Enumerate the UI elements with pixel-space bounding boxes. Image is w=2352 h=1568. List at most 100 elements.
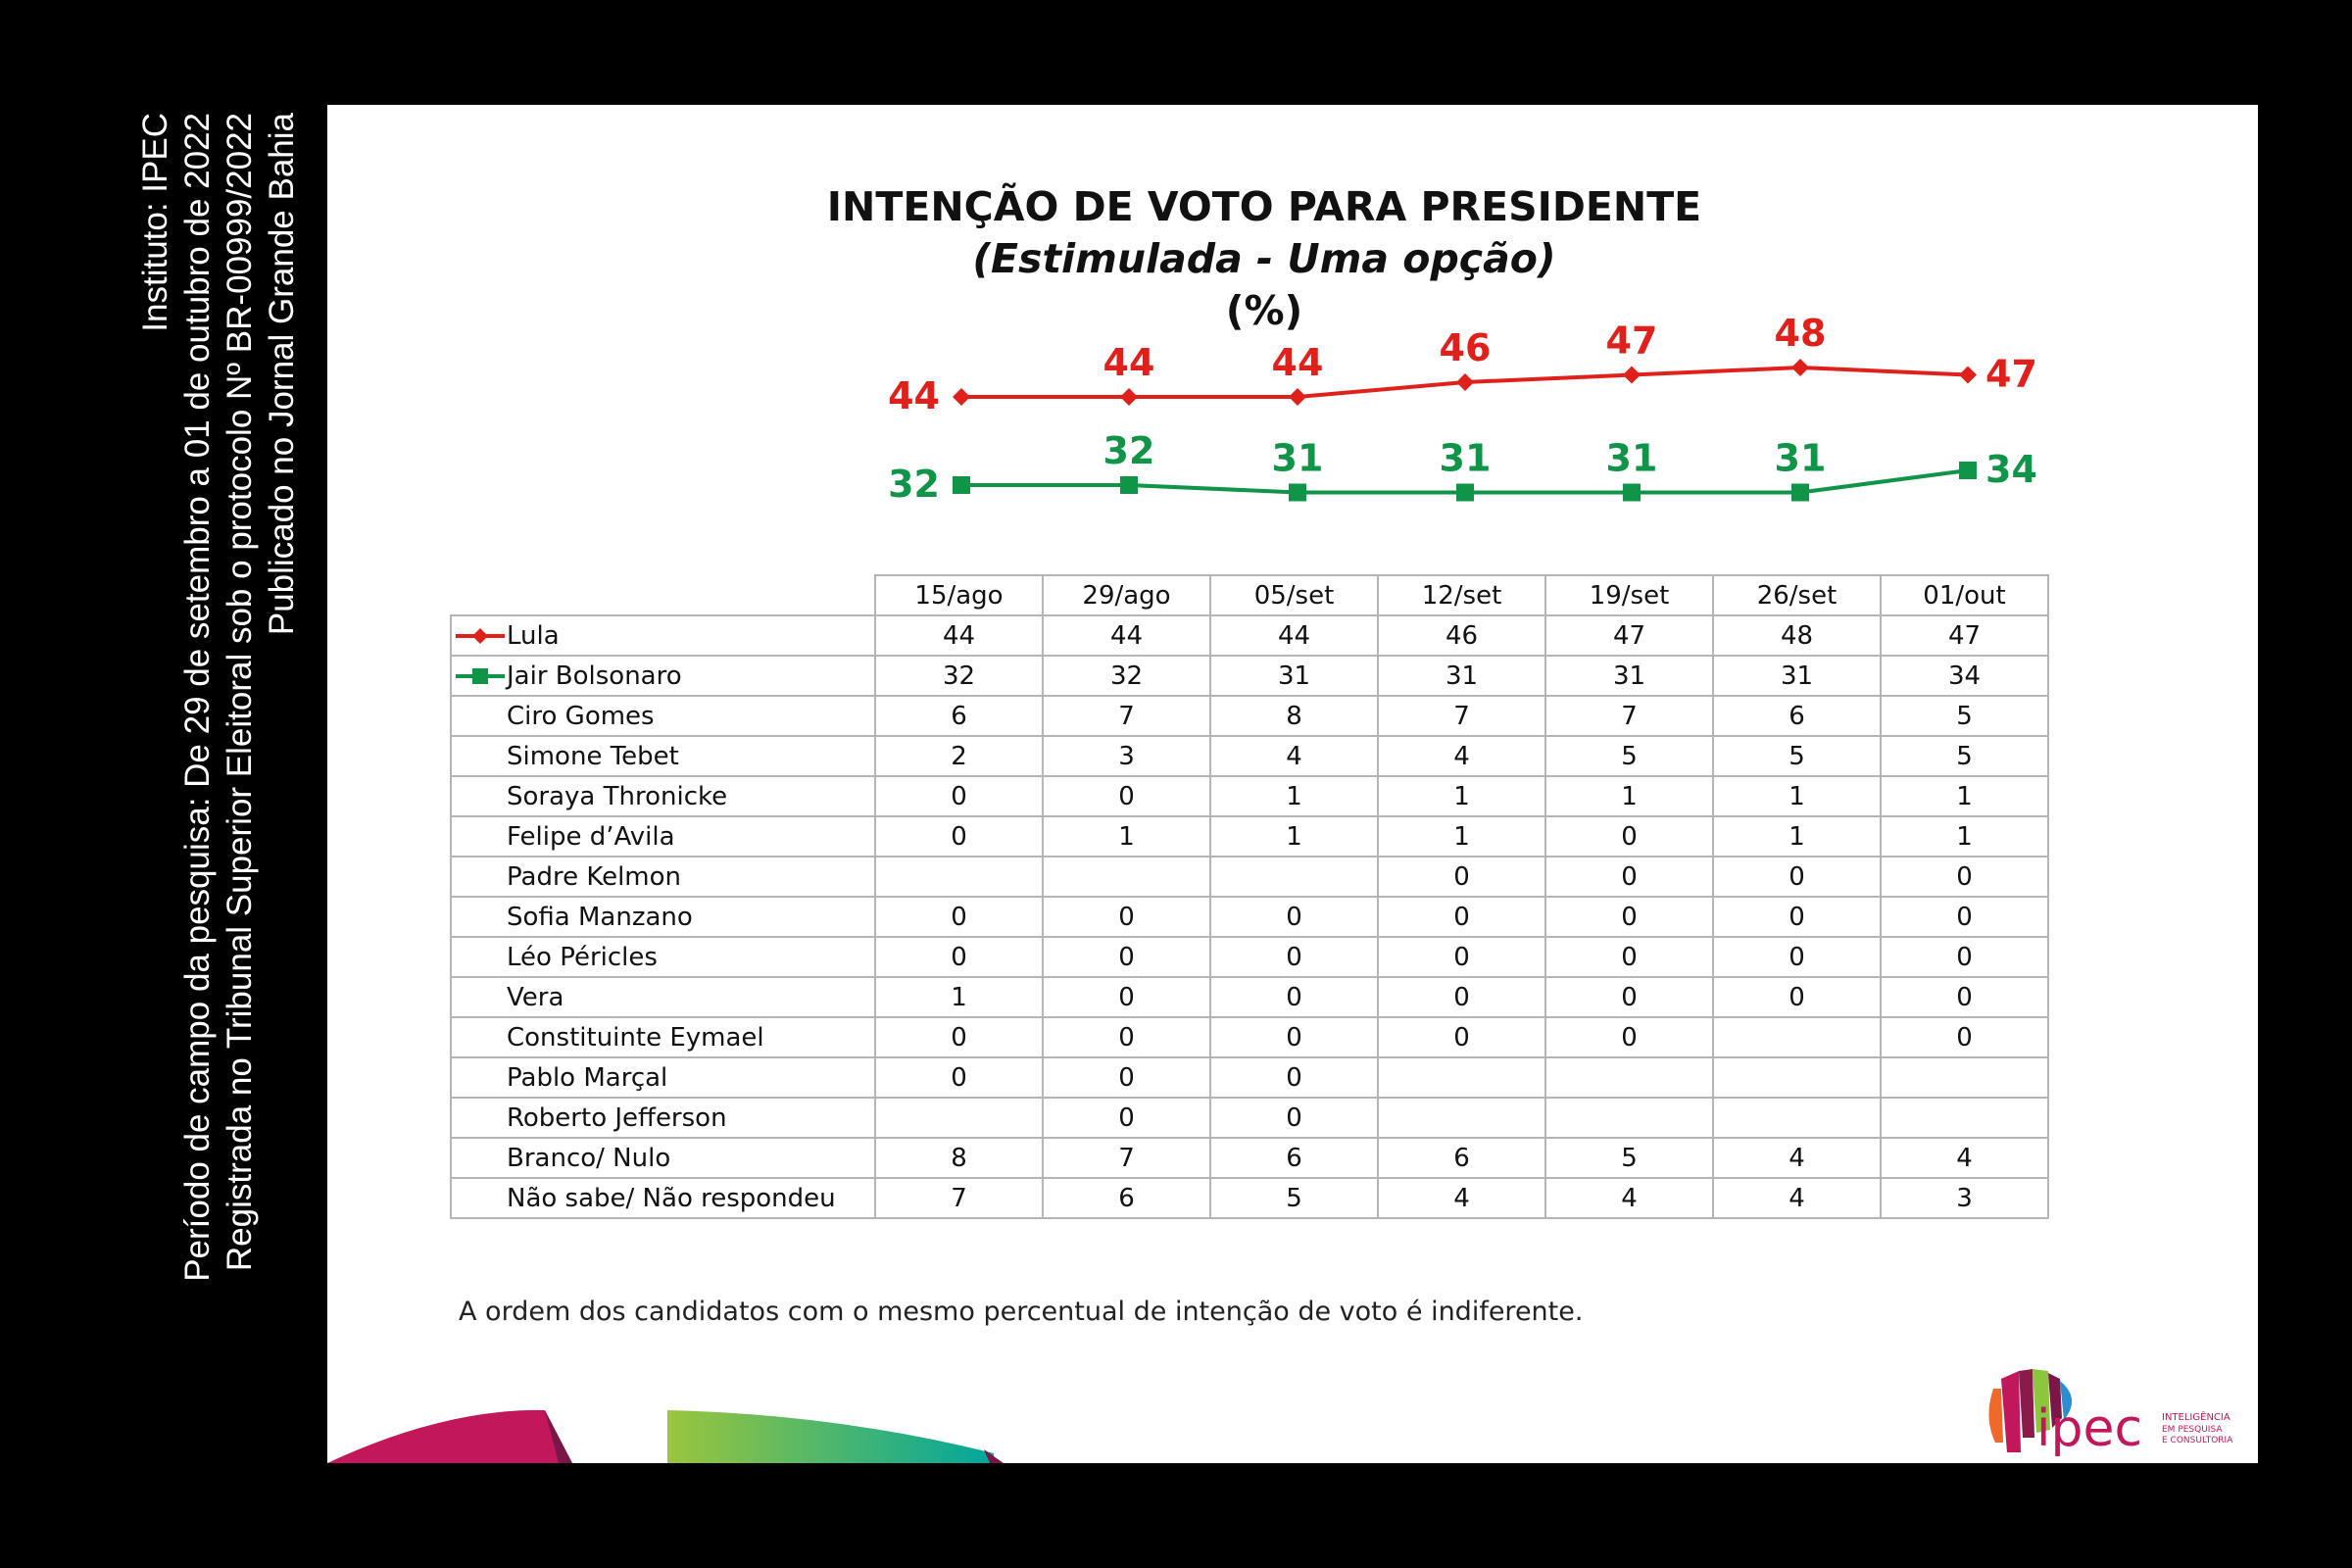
candidate-name: Ciro Gomes [507, 701, 655, 731]
data-point [1120, 388, 1138, 406]
chart-title-block: INTENÇÃO DE VOTO PARA PRESIDENTE (Estimu… [327, 181, 2201, 337]
table-cell: 1 [1377, 775, 1546, 817]
table-cell [1712, 1016, 1882, 1058]
table-cell: 2 [874, 735, 1044, 777]
data-label: 46 [1440, 326, 1492, 369]
candidate-name: Felipe d’Avila [507, 821, 675, 852]
table-cell: 0 [1042, 936, 1211, 978]
row-label: Soraya Thronicke [450, 775, 876, 817]
table-cell: 34 [1880, 655, 2049, 697]
data-label: 44 [888, 374, 940, 417]
data-label: 32 [888, 463, 940, 506]
table-cell: 0 [1544, 1016, 1714, 1058]
table-cell: 7 [1042, 1137, 1211, 1179]
table-cell [874, 1097, 1044, 1139]
svg-text:INTELIGÊNCIA: INTELIGÊNCIA [2162, 1410, 2230, 1423]
table-cell: 31 [1712, 655, 1882, 697]
data-point [953, 388, 970, 406]
table-cell: 4 [1712, 1137, 1882, 1179]
column-header: 29/ago [1042, 574, 1211, 616]
table-cell: 1 [1712, 775, 1882, 817]
data-point [1791, 483, 1809, 502]
candidate-name: Lula [507, 620, 560, 651]
data-label: 48 [1775, 312, 1827, 355]
data-label: 31 [1606, 437, 1658, 480]
table-row: Léo Péricles 0 0 0 0 0 0 0 [450, 936, 2049, 978]
table-cell: 0 [1544, 856, 1714, 898]
row-label: Padre Kelmon [450, 856, 876, 898]
data-label: 31 [1440, 437, 1492, 480]
table-cell: 3 [1880, 1177, 2049, 1219]
table-cell: 4 [1377, 735, 1546, 777]
slide: INTENÇÃO DE VOTO PARA PRESIDENTE (Estimu… [327, 105, 2258, 1463]
column-header: 19/set [1544, 574, 1714, 616]
table-cell: 32 [1042, 655, 1211, 697]
table-cell: 0 [1377, 936, 1546, 978]
data-label: 47 [1606, 319, 1658, 363]
table-cell: 0 [1880, 936, 2049, 978]
data-point [1289, 483, 1306, 502]
row-label: Felipe d’Avila [450, 815, 876, 858]
candidate-name: Sofia Manzano [507, 902, 693, 932]
table-cell: 0 [1544, 936, 1714, 978]
table-cell: 0 [874, 936, 1044, 978]
ipec-logo: ipec INTELIGÊNCIA EM PESQUISA E CONSULTO… [1988, 1369, 2233, 1458]
table-cell: 0 [1544, 815, 1714, 858]
data-label: 44 [1272, 341, 1324, 384]
table-cell [874, 856, 1044, 898]
data-point [1959, 462, 1977, 479]
table-cell [1042, 856, 1211, 898]
candidate-name: Branco/ Nulo [507, 1143, 671, 1173]
table-cell: 0 [874, 815, 1044, 858]
table-cell: 0 [1042, 976, 1211, 1018]
table-cell: 5 [1712, 735, 1882, 777]
data-point [1456, 483, 1474, 502]
table-row: Não sabe/ Não respondeu 7 6 5 4 4 4 3 [450, 1177, 2049, 1219]
table-cell: 1 [874, 976, 1044, 1018]
table-header-row: 15/ago 29/ago 05/set 12/set 19/set 26/set 01/o… [451, 574, 2049, 616]
chart-title: INTENÇÃO DE VOTO PARA PRESIDENTE [826, 183, 1702, 230]
table-cell: 0 [1712, 896, 1882, 938]
table-row: Pablo Marçal 0 0 0 [450, 1056, 2049, 1099]
column-header: 01/out [1880, 574, 2049, 616]
table-row: Padre Kelmon 0 0 0 0 [450, 856, 2049, 898]
table-row: Roberto Jefferson 0 0 [450, 1097, 2049, 1139]
table-cell: 31 [1377, 655, 1546, 697]
data-point [1623, 366, 1641, 384]
table-cell [1209, 856, 1379, 898]
column-header: 26/set [1712, 574, 1882, 616]
candidate-name: Roberto Jefferson [507, 1102, 727, 1133]
column-header: 05/set [1209, 574, 1379, 616]
table-cell: 0 [1377, 896, 1546, 938]
table-cell: 8 [874, 1137, 1044, 1179]
table-cell: 4 [1880, 1137, 2049, 1179]
row-label: Branco/ Nulo [450, 1137, 876, 1179]
source-line: Instituto: IPEC [136, 113, 174, 332]
table-row: Sofia Manzano 0 0 0 0 0 0 0 [450, 896, 2049, 938]
candidate-name: Léo Péricles [507, 942, 658, 972]
table-cell [1712, 1056, 1882, 1099]
table-row: Soraya Thronicke 0 0 1 1 1 1 1 [450, 775, 2049, 817]
table-cell: 0 [1042, 896, 1211, 938]
table-cell: 0 [1880, 856, 2049, 898]
svg-text:E CONSULTORIA: E CONSULTORIA [2162, 1436, 2233, 1446]
table-cell: 5 [1209, 1177, 1379, 1219]
table-cell: 7 [874, 1177, 1044, 1219]
table-row: Constituinte Eymael 0 0 0 0 0 0 [450, 1016, 2049, 1058]
table-cell: 0 [1880, 896, 2049, 938]
candidate-name: Constituinte Eymael [507, 1022, 764, 1053]
table-cell: 0 [1209, 896, 1379, 938]
table-cell: 5 [1880, 735, 2049, 777]
table-cell: 0 [1377, 976, 1546, 1018]
decorative-shapes [327, 1409, 1004, 1463]
row-label: Constituinte Eymael [450, 1016, 876, 1058]
source-line: Registrada no Tribunal Superior Eleitora… [220, 113, 259, 1272]
row-label: Sofia Manzano [450, 896, 876, 938]
table-cell: 0 [1544, 976, 1714, 1018]
table-cell: 1 [1880, 815, 2049, 858]
table-cell: 1 [1712, 815, 1882, 858]
table-cell [1880, 1056, 2049, 1099]
data-point [1120, 476, 1138, 494]
candidate-name: Soraya Thronicke [507, 781, 728, 811]
table-cell: 44 [1042, 614, 1211, 657]
